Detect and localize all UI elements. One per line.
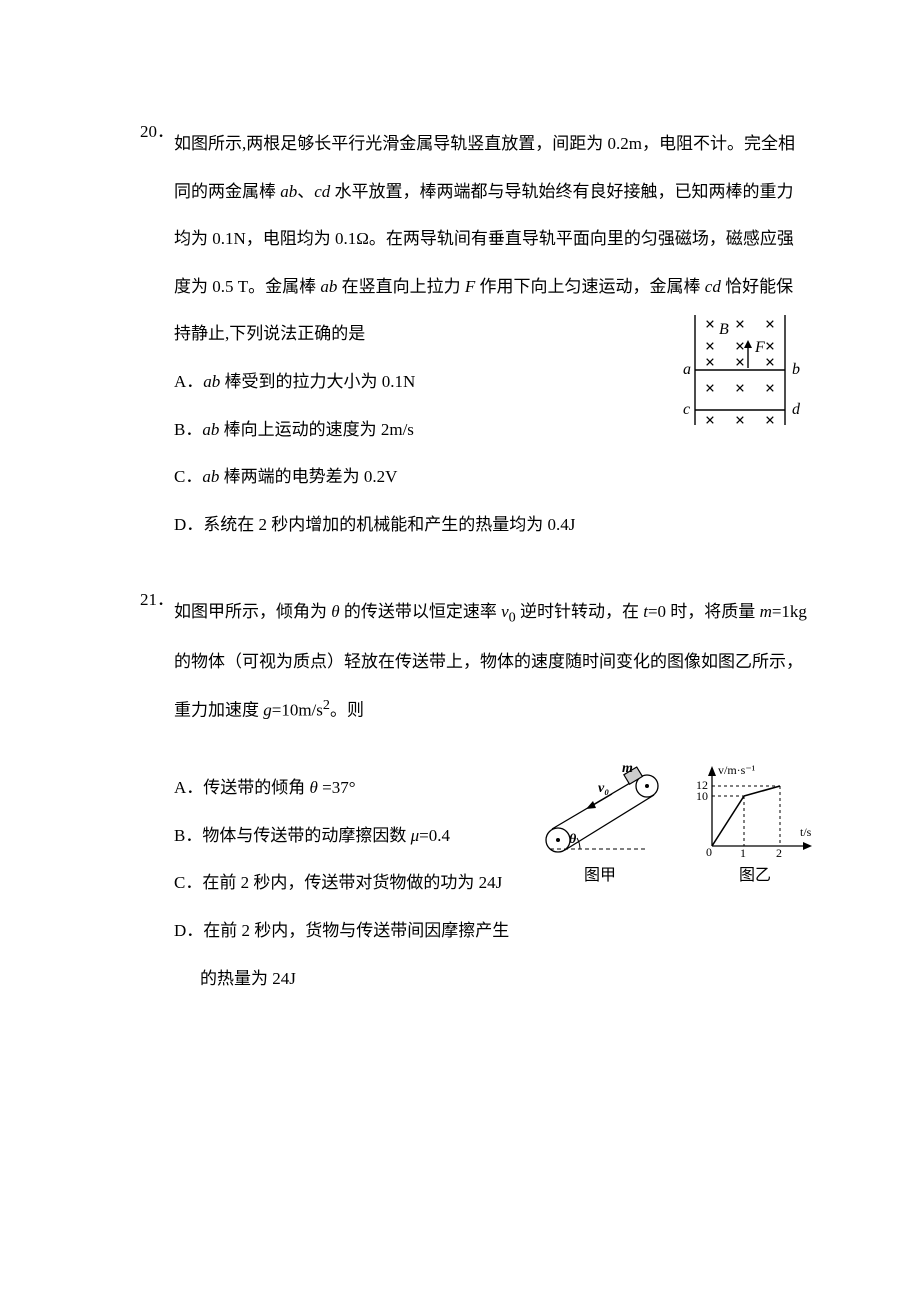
q21-optA: A．传送带的倾角 θ =37° (174, 764, 520, 812)
q20-line1: 如图所示,两根足够长平行光滑金属导轨竖直放置，间距为 0.2m，电阻不计。完全相 (174, 120, 795, 168)
svg-text:×: × (735, 315, 745, 335)
svg-text:×: × (735, 411, 745, 431)
svg-text:v₀: v₀ (598, 781, 609, 796)
q21-figures: θ v₀ m 图甲 (530, 764, 820, 887)
q21-line1: 如图甲所示，倾角为 θ 的传送带以恒定速率 v0 逆时针转动，在 t=0 时，将… (174, 588, 807, 638)
svg-text:B: B (719, 321, 729, 338)
rails-diagram-icon: ××× ××× ××× ××× ××× B F a b c d (670, 310, 820, 430)
q20-optC: C．ab 棒两端的电势差为 0.2V (174, 453, 820, 501)
q21-optD-line1: D．在前 2 秒内，货物与传送带间因摩擦产生 (174, 907, 520, 955)
q20-line3: 均为 0.1N，电阻均为 0.1Ω。在两导轨间有垂直导轨平面向里的匀强磁场，磁感… (140, 215, 820, 263)
svg-text:×: × (765, 353, 775, 373)
q21-line2: 的物体（可视为质点）轻放在传送带上，物体的速度随时间变化的图像如图乙所示， (140, 638, 820, 686)
question-21: 21． 如图甲所示，倾角为 θ 的传送带以恒定速率 v0 逆时针转动，在 t=0… (140, 588, 820, 1002)
svg-text:v/m·s⁻¹: v/m·s⁻¹ (718, 764, 756, 777)
q20-figure: ××× ××× ××× ××× ××× B F a b c d (670, 310, 820, 430)
svg-text:c: c (683, 401, 690, 418)
svg-text:×: × (705, 379, 715, 399)
svg-text:F: F (754, 339, 765, 356)
svg-text:×: × (765, 379, 775, 399)
q21-row: A．传送带的倾角 θ =37° B．物体与传送带的动摩擦因数 μ=0.4 C．在… (140, 764, 820, 1002)
q20-header: 20． 如图所示,两根足够长平行光滑金属导轨竖直放置，间距为 0.2m，电阻不计… (140, 120, 820, 168)
q21-optB: B．物体与传送带的动摩擦因数 μ=0.4 (174, 812, 520, 860)
svg-text:t/s: t/s (800, 825, 812, 839)
q21-figA: θ v₀ m 图甲 (530, 764, 670, 887)
svg-text:×: × (735, 353, 745, 373)
q21-header: 21． 如图甲所示，倾角为 θ 的传送带以恒定速率 v0 逆时针转动，在 t=0… (140, 588, 820, 638)
svg-text:×: × (765, 411, 775, 431)
vt-graph-icon: 0 1 2 10 12 v/m·s⁻¹ t/s (690, 764, 820, 859)
q20-line2: 同的两金属棒 ab、cd 水平放置，棒两端都与导轨始终有良好接触，已知两棒的重力 (140, 168, 820, 216)
q21-figB: 0 1 2 10 12 v/m·s⁻¹ t/s 图乙 (690, 764, 820, 887)
svg-text:a: a (683, 361, 691, 378)
q20-line4: 度为 0.5 T。金属棒 ab 在竖直向上拉力 F 作用下向上匀速运动，金属棒 … (140, 263, 820, 311)
svg-text:b: b (792, 361, 800, 378)
svg-text:12: 12 (696, 778, 708, 792)
question-20: 20． 如图所示,两根足够长平行光滑金属导轨竖直放置，间距为 0.2m，电阻不计… (140, 120, 820, 548)
conveyor-diagram-icon: θ v₀ m (530, 764, 670, 859)
svg-text:1: 1 (740, 846, 746, 859)
svg-text:×: × (705, 353, 715, 373)
svg-text:d: d (792, 401, 801, 418)
svg-text:×: × (735, 379, 745, 399)
svg-text:×: × (705, 411, 715, 431)
svg-text:×: × (705, 315, 715, 335)
svg-text:0: 0 (706, 845, 712, 859)
svg-text:θ: θ (569, 832, 577, 847)
q21-optD-line2: 的热量为 24J (174, 955, 520, 1003)
q20-optD: D．系统在 2 秒内增加的机械能和产生的热量均为 0.4J (174, 501, 820, 549)
q21-options: A．传送带的倾角 θ =37° B．物体与传送带的动摩擦因数 μ=0.4 C．在… (140, 764, 520, 1002)
q20-number: 20． (140, 120, 174, 168)
svg-text:2: 2 (776, 846, 782, 859)
svg-text:m: m (622, 764, 633, 776)
svg-text:×: × (765, 315, 775, 335)
q21-line3: 重力加速度 g=10m/s2。则 (140, 686, 820, 734)
q21-optC: C．在前 2 秒内，传送带对货物做的功为 24J (174, 859, 520, 907)
q21-captionB: 图乙 (690, 865, 820, 887)
q21-captionA: 图甲 (530, 865, 670, 887)
q21-number: 21． (140, 588, 174, 638)
